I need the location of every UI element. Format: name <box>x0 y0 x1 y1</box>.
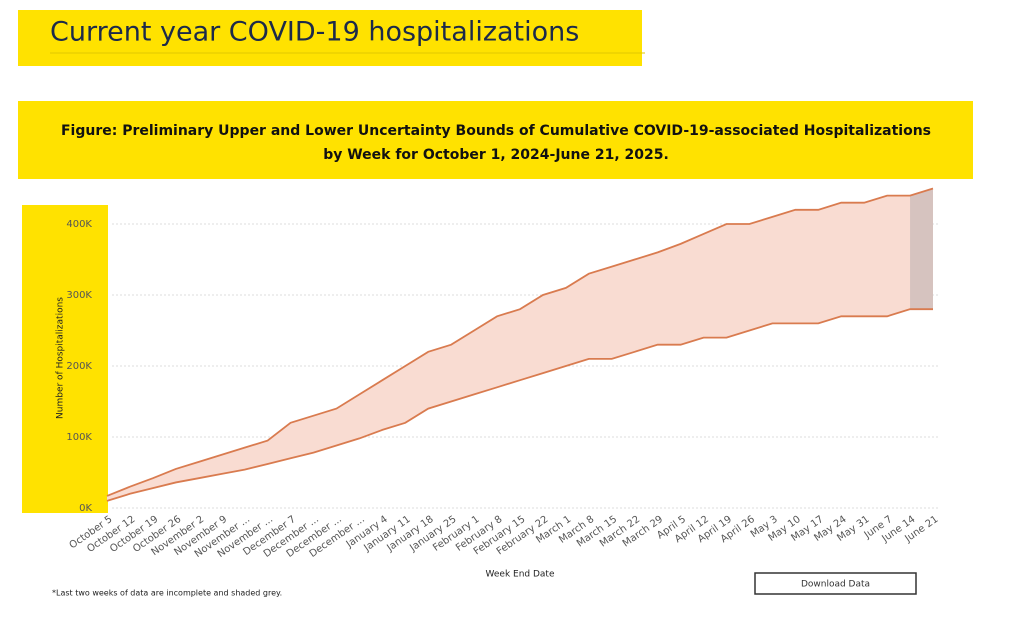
y-tick-label: 100K <box>66 432 92 443</box>
figure-title-bar <box>18 101 973 179</box>
download-button-label[interactable]: Download Data <box>801 580 870 590</box>
figure-title: Figure: Preliminary Upper and Lower Unce… <box>61 123 931 139</box>
y-tick-label: 300K <box>66 290 92 301</box>
lower-bound-line <box>106 308 933 502</box>
y-tick-label: 0K <box>79 503 92 514</box>
y-tick-label: 400K <box>66 219 92 230</box>
header-bar <box>18 10 642 66</box>
axis-strip <box>22 205 108 513</box>
upper-bound-line <box>106 187 934 497</box>
uncertainty-band <box>107 188 933 501</box>
y-axis-title: Number of Hospitalizations <box>56 297 66 419</box>
download-button[interactable] <box>754 572 917 595</box>
y-tick-label: 200K <box>66 361 92 372</box>
x-axis-title: Week End Date <box>486 570 555 580</box>
footnote: *Last two weeks of data are incomplete a… <box>52 589 282 598</box>
incomplete-band <box>910 188 933 310</box>
figure-title: by Week for October 1, 2024-June 21, 202… <box>323 147 669 163</box>
page-title: Current year COVID-19 hospitalizations <box>50 17 579 48</box>
